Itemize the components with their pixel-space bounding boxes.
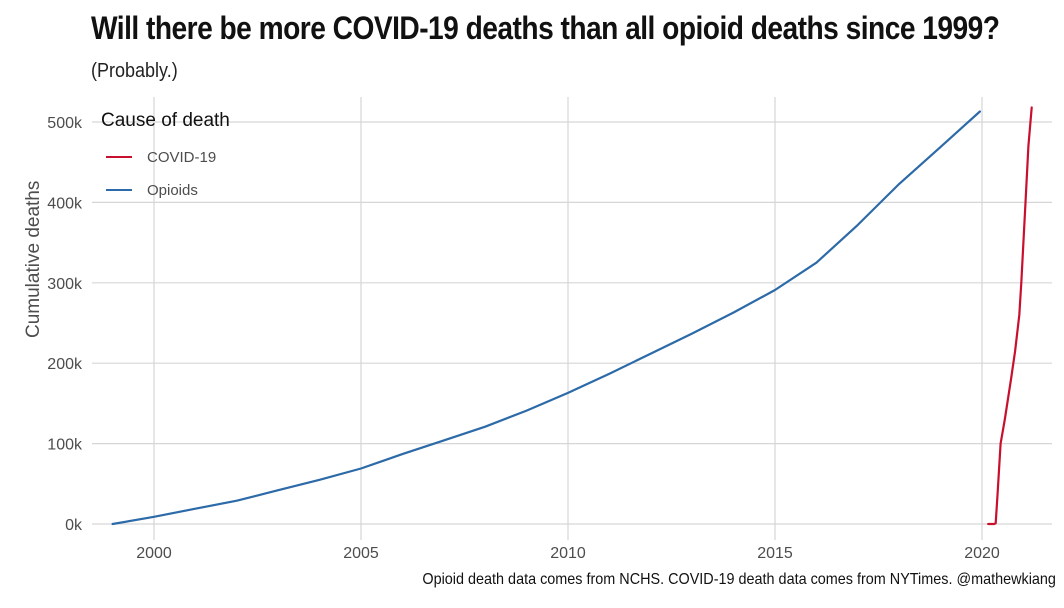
x-tick-label: 2020 <box>964 545 1000 562</box>
series-line-opioids <box>111 110 982 526</box>
series-line-covid-19 <box>987 106 1033 526</box>
x-tick-label: 2015 <box>757 545 793 562</box>
chart-subtitle: (Probably.) <box>91 60 178 82</box>
x-axis-ticks: 2000 2005 2010 2015 2020 <box>136 545 1000 562</box>
x-tick-label: 2000 <box>136 545 172 562</box>
gridlines <box>92 97 1052 540</box>
y-axis-label: Cumulative deaths <box>23 181 44 338</box>
legend-title: Cause of death <box>101 110 230 131</box>
y-tick-label: 0k <box>65 517 83 534</box>
y-tick-label: 500k <box>47 115 83 132</box>
y-tick-label: 300k <box>47 276 83 293</box>
x-tick-label: 2010 <box>550 545 586 562</box>
y-tick-label: 100k <box>47 437 83 454</box>
chart-caption: Opioid death data comes from NCHS. COVID… <box>422 571 1056 588</box>
y-tick-label: 200k <box>47 356 83 373</box>
series-lines <box>111 106 1033 526</box>
y-axis-ticks: 0k 100k 200k 300k 400k 500k <box>47 115 83 534</box>
legend-label: Opioids <box>147 182 198 199</box>
legend: Cause of death COVID-19 Opioids <box>101 110 230 199</box>
legend-label: COVID-19 <box>147 149 216 166</box>
legend-item: COVID-19 <box>106 149 216 166</box>
x-tick-label: 2005 <box>343 545 379 562</box>
chart-title: Will there be more COVID-19 deaths than … <box>91 10 1000 46</box>
y-tick-label: 400k <box>47 195 83 212</box>
legend-item: Opioids <box>106 182 198 199</box>
